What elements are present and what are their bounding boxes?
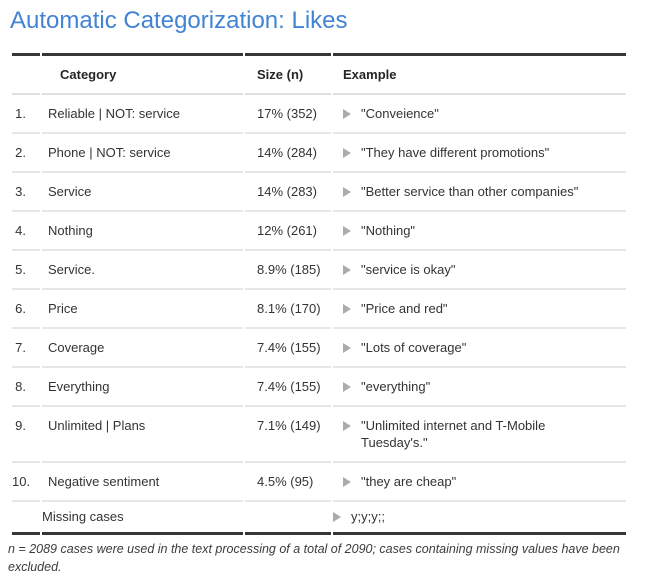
categorization-table: Category Size (n) Example 1. Reliable | …	[10, 53, 628, 535]
row-example-cell: "Conveience"	[333, 95, 626, 134]
expand-example-icon[interactable]	[333, 512, 341, 522]
table-row: 3. Service 14% (283) "Better service tha…	[12, 173, 626, 212]
row-category: Service	[42, 173, 243, 212]
table-row: 9. Unlimited | Plans 7.1% (149) "Unlimit…	[12, 407, 626, 463]
column-header-rank	[12, 53, 40, 95]
table-row: 6. Price 8.1% (170) "Price and red"	[12, 290, 626, 329]
row-size: 14% (284)	[245, 134, 331, 173]
row-category: Nothing	[42, 212, 243, 251]
row-example-text: "Unlimited internet and T-Mobile Tuesday…	[361, 418, 546, 450]
row-example-cell: "They have different promotions"	[333, 134, 626, 173]
row-rank: 9.	[12, 407, 40, 463]
row-rank: 1.	[12, 95, 40, 134]
row-size: 4.5% (95)	[245, 463, 331, 502]
row-category: Reliable | NOT: service	[42, 95, 243, 134]
page-title: Automatic Categorization: Likes	[10, 7, 348, 34]
row-example-cell: "Price and red"	[333, 290, 626, 329]
row-example-cell: "Better service than other companies"	[333, 173, 626, 212]
row-category: Price	[42, 290, 243, 329]
column-header-size: Size (n)	[245, 53, 331, 95]
row-example-cell: "they are cheap"	[333, 463, 626, 502]
row-category: Unlimited | Plans	[42, 407, 243, 463]
row-size: 8.1% (170)	[245, 290, 331, 329]
table-row: 10. Negative sentiment 4.5% (95) "they a…	[12, 463, 626, 502]
row-example-text: "Better service than other companies"	[361, 184, 579, 199]
row-example-cell: "Unlimited internet and T-Mobile Tuesday…	[333, 407, 626, 463]
table-row: 2. Phone | NOT: service 14% (284) "They …	[12, 134, 626, 173]
row-rank: 4.	[12, 212, 40, 251]
table-header: Category Size (n) Example	[12, 53, 626, 95]
row-example-cell: "Nothing"	[333, 212, 626, 251]
column-header-category: Category	[42, 53, 243, 95]
row-example-text: y;y;y;;	[351, 509, 385, 524]
row-size: 8.9% (185)	[245, 251, 331, 290]
table-row: 1. Reliable | NOT: service 17% (352) "Co…	[12, 95, 626, 134]
table-body: 1. Reliable | NOT: service 17% (352) "Co…	[12, 95, 626, 535]
row-example-text: "Nothing"	[361, 223, 416, 238]
expand-example-icon[interactable]	[343, 343, 351, 353]
table-row: 8. Everything 7.4% (155) "everything"	[12, 368, 626, 407]
expand-example-icon[interactable]	[343, 421, 351, 431]
row-size: 12% (261)	[245, 212, 331, 251]
row-example-text: "they are cheap"	[361, 474, 457, 489]
row-example-cell: "Lots of coverage"	[333, 329, 626, 368]
row-category: Everything	[42, 368, 243, 407]
row-rank: 7.	[12, 329, 40, 368]
row-example-cell: "service is okay"	[333, 251, 626, 290]
table-row: Missing cases y;y;y;;	[12, 502, 626, 535]
row-size: 14% (283)	[245, 173, 331, 212]
row-size: 7.1% (149)	[245, 407, 331, 463]
row-rank: 2.	[12, 134, 40, 173]
expand-example-icon[interactable]	[343, 187, 351, 197]
expand-example-icon[interactable]	[343, 382, 351, 392]
table-row: 5. Service. 8.9% (185) "service is okay"	[12, 251, 626, 290]
row-example-text: "everything"	[361, 379, 431, 394]
row-rank	[12, 502, 40, 535]
row-size	[245, 502, 331, 535]
expand-example-icon[interactable]	[343, 304, 351, 314]
row-rank: 10.	[12, 463, 40, 502]
row-category: Missing cases	[42, 502, 243, 535]
expand-example-icon[interactable]	[343, 477, 351, 487]
row-size: 17% (352)	[245, 95, 331, 134]
row-example-cell: "everything"	[333, 368, 626, 407]
expand-example-icon[interactable]	[343, 109, 351, 119]
expand-example-icon[interactable]	[343, 226, 351, 236]
row-example-text: "service is okay"	[361, 262, 456, 277]
footnote: n = 2089 cases were used in the text pro…	[8, 542, 620, 574]
row-example-cell: y;y;y;;	[333, 502, 626, 535]
expand-example-icon[interactable]	[343, 148, 351, 158]
row-size: 7.4% (155)	[245, 329, 331, 368]
row-size: 7.4% (155)	[245, 368, 331, 407]
expand-example-icon[interactable]	[343, 265, 351, 275]
column-header-example: Example	[333, 53, 626, 95]
row-example-text: "Price and red"	[361, 301, 448, 316]
table-row: 4. Nothing 12% (261) "Nothing"	[12, 212, 626, 251]
row-category: Service.	[42, 251, 243, 290]
row-category: Coverage	[42, 329, 243, 368]
row-rank: 8.	[12, 368, 40, 407]
table-row: 7. Coverage 7.4% (155) "Lots of coverage…	[12, 329, 626, 368]
output-page: Automatic Categorization: Likes Category…	[0, 7, 648, 574]
row-rank: 5.	[12, 251, 40, 290]
row-rank: 3.	[12, 173, 40, 212]
row-example-text: "Lots of coverage"	[361, 340, 467, 355]
row-example-text: "They have different promotions"	[361, 145, 550, 160]
row-category: Phone | NOT: service	[42, 134, 243, 173]
row-example-text: "Conveience"	[361, 106, 439, 121]
row-rank: 6.	[12, 290, 40, 329]
row-category: Negative sentiment	[42, 463, 243, 502]
